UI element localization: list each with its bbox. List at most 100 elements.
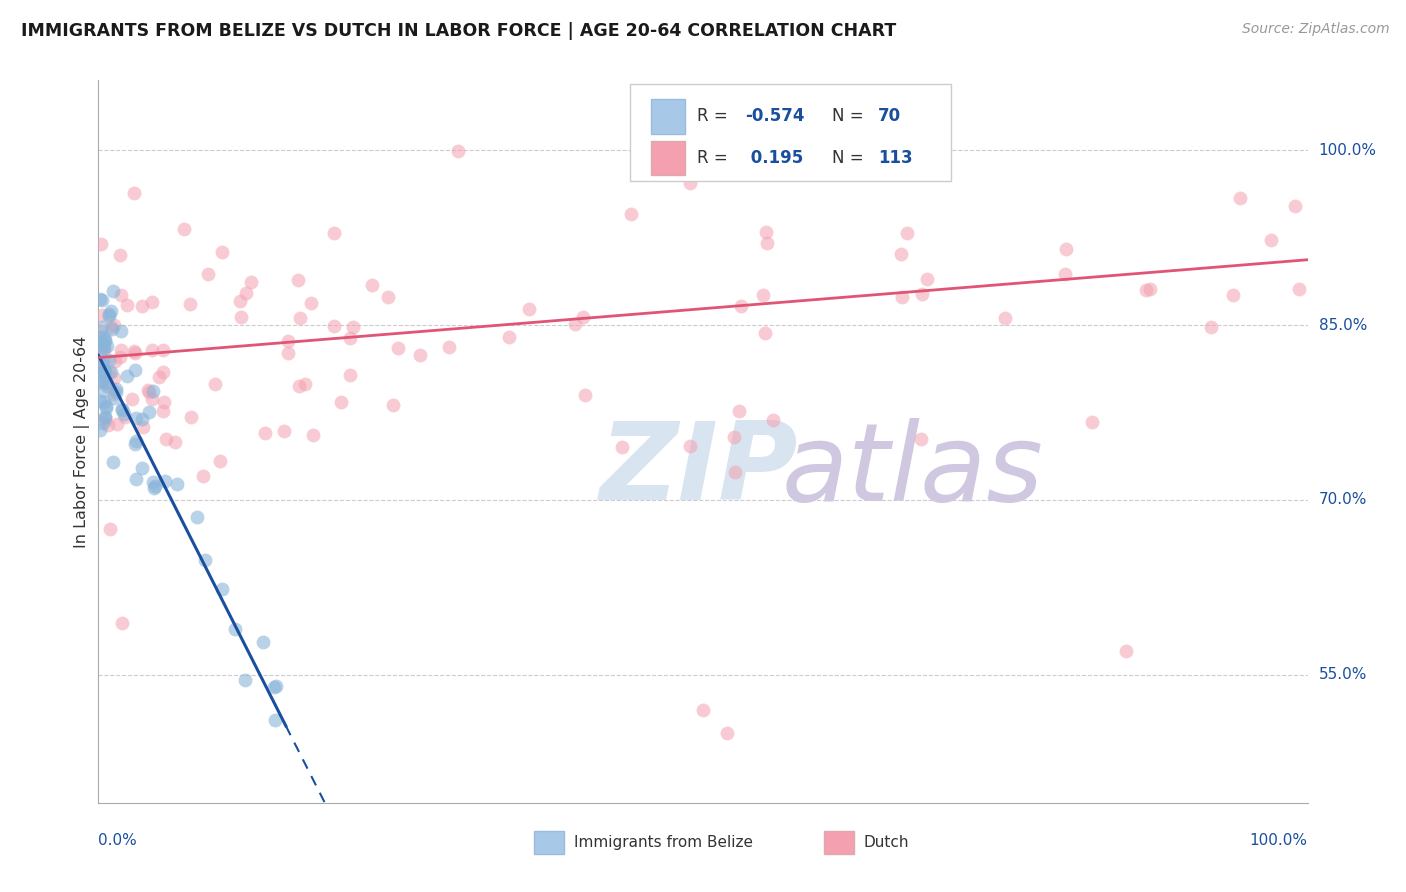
Text: Immigrants from Belize: Immigrants from Belize xyxy=(574,835,752,850)
Point xyxy=(93,364,115,378)
Point xyxy=(138,384,160,399)
Point xyxy=(98,522,121,536)
Point xyxy=(288,379,311,393)
Point xyxy=(890,247,912,261)
FancyBboxPatch shape xyxy=(630,84,950,181)
Point xyxy=(90,330,112,344)
Point xyxy=(1288,282,1310,296)
Point xyxy=(179,297,201,311)
Y-axis label: In Labor Force | Age 20-64: In Labor Force | Age 20-64 xyxy=(75,335,90,548)
Point xyxy=(89,324,111,338)
Point xyxy=(103,371,125,385)
Point xyxy=(110,288,132,302)
Text: N =: N = xyxy=(832,107,869,126)
Point xyxy=(94,375,117,389)
Point xyxy=(302,427,325,442)
Point xyxy=(124,437,146,451)
Point xyxy=(994,311,1017,326)
Point xyxy=(377,290,399,304)
Point xyxy=(447,144,470,158)
Text: 0.0%: 0.0% xyxy=(98,833,138,848)
Point xyxy=(204,376,226,391)
Point xyxy=(409,348,432,362)
Point xyxy=(716,726,738,740)
Text: -0.574: -0.574 xyxy=(745,107,804,126)
Point xyxy=(1260,234,1282,248)
Point xyxy=(91,353,114,368)
Text: R =: R = xyxy=(697,149,733,167)
Point xyxy=(97,364,120,378)
Text: 70: 70 xyxy=(879,107,901,126)
Point xyxy=(124,363,146,377)
Point xyxy=(103,391,125,405)
Point xyxy=(1199,320,1222,334)
Point xyxy=(1229,192,1251,206)
Point xyxy=(141,294,163,309)
Point xyxy=(679,439,702,453)
Point xyxy=(111,402,134,417)
Point xyxy=(342,320,364,334)
Point xyxy=(254,426,277,441)
FancyBboxPatch shape xyxy=(651,141,685,176)
Point xyxy=(564,317,586,331)
Point xyxy=(104,353,127,368)
Point xyxy=(211,582,233,596)
Point xyxy=(90,339,112,353)
Point xyxy=(110,324,132,338)
Point xyxy=(94,409,117,424)
Text: ZIP: ZIP xyxy=(600,417,799,524)
Point xyxy=(1054,242,1077,256)
Text: atlas: atlas xyxy=(782,418,1043,523)
Point xyxy=(97,417,120,432)
Point xyxy=(263,681,285,695)
Point xyxy=(152,343,174,358)
Point xyxy=(143,479,166,493)
Point xyxy=(728,404,751,418)
Point xyxy=(240,275,263,289)
Point xyxy=(93,343,115,358)
Point xyxy=(574,387,596,401)
Point xyxy=(108,248,131,262)
Point xyxy=(122,186,145,200)
Point xyxy=(122,343,145,358)
Point xyxy=(143,482,166,496)
Point xyxy=(105,382,128,396)
Point xyxy=(229,293,252,308)
Point xyxy=(91,320,114,334)
Point xyxy=(264,713,287,727)
Point xyxy=(141,343,163,358)
Point xyxy=(277,334,299,349)
Point xyxy=(100,303,122,318)
Point xyxy=(910,432,932,446)
Point xyxy=(1053,267,1076,281)
Point xyxy=(94,410,117,425)
Point xyxy=(252,635,274,649)
Point xyxy=(90,293,112,308)
Text: 0.195: 0.195 xyxy=(745,149,804,167)
Text: N =: N = xyxy=(832,149,869,167)
Point xyxy=(229,310,252,324)
Point xyxy=(148,370,170,384)
Point xyxy=(692,702,714,716)
Point xyxy=(114,410,136,425)
Point xyxy=(155,432,177,446)
Point xyxy=(166,477,188,491)
Point xyxy=(90,237,112,252)
Point xyxy=(121,392,143,406)
Point xyxy=(91,358,114,372)
Point xyxy=(679,176,702,190)
Point xyxy=(339,331,361,345)
Point xyxy=(101,322,124,336)
FancyBboxPatch shape xyxy=(651,99,685,134)
Point xyxy=(141,392,163,406)
Point xyxy=(125,411,148,425)
Point xyxy=(1115,644,1137,658)
Point xyxy=(117,298,139,312)
Point xyxy=(112,408,135,422)
Point xyxy=(173,221,195,235)
Point xyxy=(93,413,115,427)
Point xyxy=(90,336,112,351)
Point xyxy=(235,285,257,300)
Point xyxy=(101,284,124,298)
Point xyxy=(97,352,120,367)
